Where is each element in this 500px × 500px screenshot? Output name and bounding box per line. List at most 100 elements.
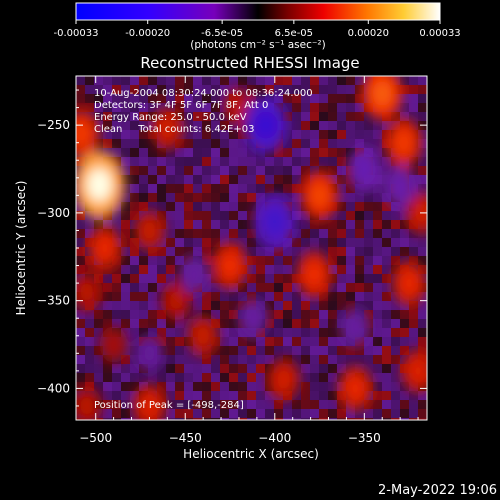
heatmap-cell: [292, 175, 301, 184]
heatmap-cell: [292, 301, 301, 310]
heatmap-cell: [157, 85, 166, 94]
heatmap-cell: [193, 76, 202, 85]
colorbar-tick-label: -6.5e-05: [201, 28, 243, 39]
colorbar-ticks: -0.00033 -0.00020 -6.5e-05 6.5e-05 0.00020 0.…: [54, 20, 461, 39]
heatmap-cell: [256, 382, 265, 391]
heatmap-cell: [364, 211, 373, 220]
heatmap-cell: [292, 391, 301, 400]
heatmap-cell: [211, 346, 220, 355]
heatmap-cell: [328, 274, 337, 283]
heatmap-cell: [193, 409, 202, 418]
heatmap-cell: [373, 346, 382, 355]
heatmap-cell: [202, 175, 211, 184]
heatmap-cell: [166, 247, 175, 256]
heatmap-cell: [148, 301, 157, 310]
heatmap-cell: [292, 94, 301, 103]
heatmap-cell: [229, 337, 238, 346]
heatmap-cell: [310, 148, 319, 157]
heatmap-cell: [364, 337, 373, 346]
heatmap-cell: [220, 166, 229, 175]
heatmap-cell: [112, 373, 121, 382]
heatmap-blob-core: [159, 118, 176, 140]
heatmap-cell: [139, 301, 148, 310]
heatmap-cell: [211, 292, 220, 301]
heatmap-cell: [202, 364, 211, 373]
heatmap-cell: [283, 256, 292, 265]
heatmap-cell: [193, 418, 202, 420]
y-axis-label: Heliocentric Y (arcsec): [14, 181, 28, 316]
heatmap-cell: [175, 220, 184, 229]
heatmap-cell: [382, 355, 391, 364]
heatmap-cell: [103, 418, 112, 420]
heatmap-cell: [373, 274, 382, 283]
heatmap-cell: [121, 382, 130, 391]
heatmap-cell: [328, 103, 337, 112]
heatmap-cell: [283, 346, 292, 355]
heatmap-cell: [94, 418, 103, 420]
heatmap-cell: [418, 328, 427, 337]
heatmap-cell: [202, 292, 211, 301]
heatmap-cell: [391, 364, 400, 373]
heatmap-cell: [391, 301, 400, 310]
heatmap-cell: [175, 157, 184, 166]
heatmap-cell: [382, 292, 391, 301]
heatmap-cell: [247, 346, 256, 355]
heatmap-blob-core: [142, 343, 157, 363]
heatmap-cell: [373, 184, 382, 193]
heatmap-cell: [400, 319, 409, 328]
heatmap-cell: [121, 364, 130, 373]
heatmap-cell: [310, 409, 319, 418]
heatmap-cell: [337, 148, 346, 157]
heatmap-cell: [382, 265, 391, 274]
heatmap-cell: [265, 319, 274, 328]
heatmap-cell: [193, 400, 202, 409]
heatmap-cell: [373, 238, 382, 247]
heatmap-cell: [409, 94, 418, 103]
heatmap-cell: [247, 85, 256, 94]
heatmap-cell: [400, 382, 409, 391]
heatmap-cell: [265, 283, 274, 292]
heatmap-cell: [121, 292, 130, 301]
heatmap-cell: [238, 409, 247, 418]
heatmap-cell: [211, 157, 220, 166]
heatmap-cell: [292, 229, 301, 238]
heatmap-cell: [319, 166, 328, 175]
heatmap-cell: [238, 157, 247, 166]
heatmap-cell: [265, 292, 274, 301]
heatmap-cell: [166, 103, 175, 112]
heatmap-cell: [274, 148, 283, 157]
heatmap-cell: [364, 139, 373, 148]
axis-ticks: −500 −450 −400 −350 −250 −300 −350 −400: [37, 76, 427, 445]
heatmap-cell: [400, 391, 409, 400]
heatmap-cell: [319, 148, 328, 157]
heatmap-cell: [247, 274, 256, 283]
heatmap-cell: [391, 265, 400, 274]
heatmap-cell: [409, 418, 418, 420]
heatmap-cell: [148, 274, 157, 283]
heatmap-cell: [94, 94, 103, 103]
heatmap-cell: [373, 418, 382, 420]
heatmap-blob-core: [394, 130, 413, 155]
heatmap-cell: [265, 265, 274, 274]
heatmap-cell: [247, 202, 256, 211]
heatmap-cell: [202, 85, 211, 94]
heatmap-cell: [274, 418, 283, 420]
heatmap-cell: [265, 328, 274, 337]
heatmap-cell: [400, 211, 409, 220]
heatmap-cell: [166, 400, 175, 409]
heatmap-cell: [346, 247, 355, 256]
heatmap-cell: [148, 76, 157, 85]
heatmap-cell: [256, 337, 265, 346]
heatmap-cell: [364, 310, 373, 319]
heatmap-cell: [346, 355, 355, 364]
heatmap-cell: [337, 139, 346, 148]
heatmap-cell: [382, 346, 391, 355]
heatmap-cell: [220, 373, 229, 382]
heatmap-cell: [157, 211, 166, 220]
heatmap-cell: [382, 418, 391, 420]
heatmap-cell: [175, 418, 184, 420]
heatmap-cell: [391, 346, 400, 355]
heatmap-cell: [130, 112, 139, 121]
heatmap-cell: [121, 166, 130, 175]
heatmap-cell: [229, 220, 238, 229]
